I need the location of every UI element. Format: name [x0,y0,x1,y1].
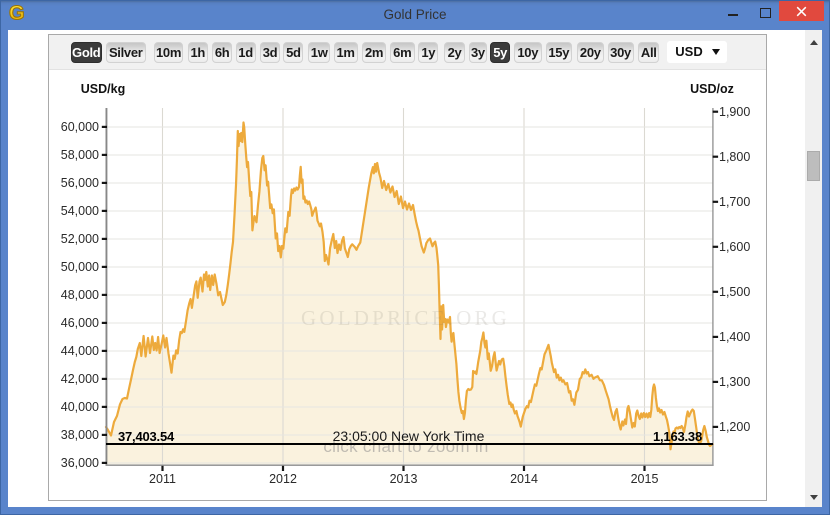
svg-text:G: G [9,3,25,25]
